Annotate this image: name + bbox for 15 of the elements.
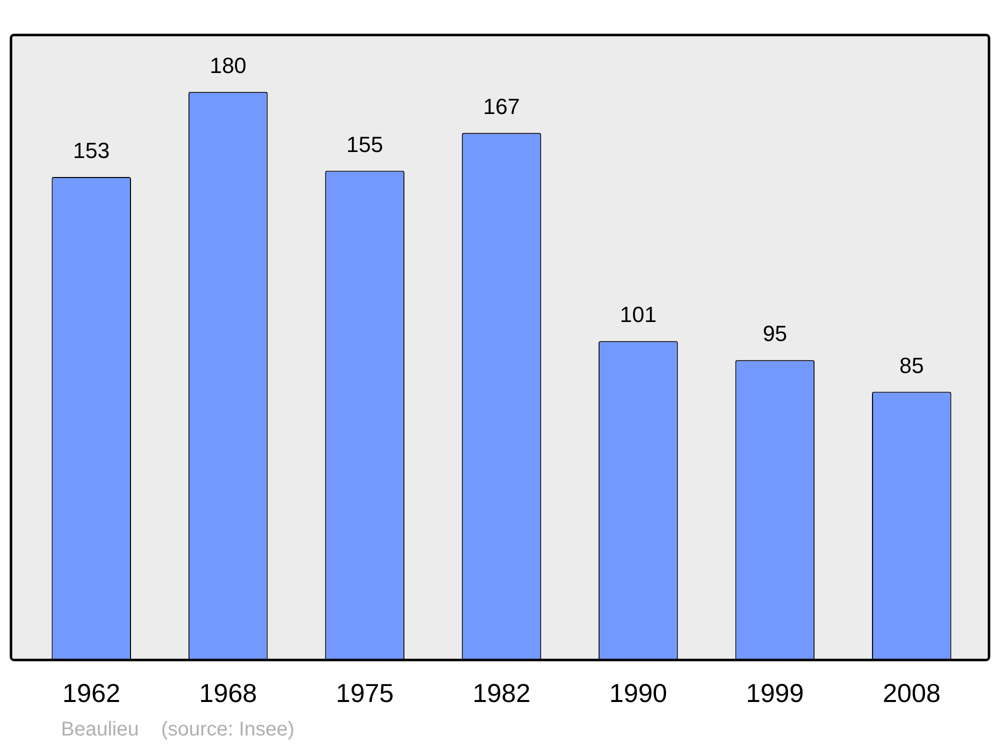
- x-tick-label: 1975: [336, 678, 394, 708]
- data-label: 85: [899, 352, 924, 378]
- text: Beaulieu (source: Insee): [61, 718, 294, 741]
- data-label: 101: [620, 302, 657, 328]
- data-label: 167: [483, 94, 520, 119]
- data-label: 153: [73, 138, 110, 164]
- x-tick-label: 1990: [609, 678, 668, 708]
- x-tick-label: 1968: [199, 678, 257, 708]
- x-tick-label: 1999: [746, 678, 804, 708]
- data-label: 155: [346, 132, 384, 157]
- x-tick-label: 1962: [62, 678, 120, 708]
- x-tick-label: 1982: [472, 678, 530, 708]
- data-label: 95: [762, 321, 788, 346]
- x-tick-label: 2008: [882, 678, 941, 708]
- data-label: 180: [210, 52, 246, 78]
